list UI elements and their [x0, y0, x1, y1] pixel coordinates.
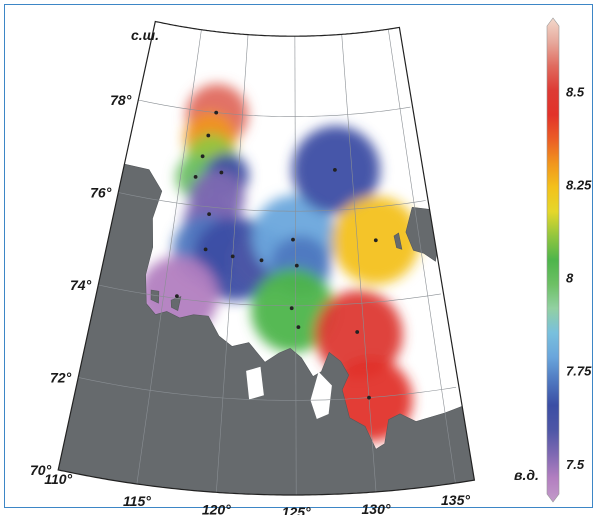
lat-axis-title: с.ш. [131, 27, 159, 43]
colorbar-labels: 8.5 8.25 8 7.75 7.5 [566, 85, 592, 472]
meridian-line [388, 29, 456, 484]
parallel-line [78, 377, 457, 401]
station-point [373, 238, 378, 243]
land-polygon [150, 289, 160, 304]
lon-tick-label: 135° [441, 492, 470, 508]
station-point [294, 263, 299, 268]
map-border [57, 20, 476, 496]
lon-tick-label: 130° [362, 501, 391, 515]
lat-tick-label: 72° [50, 369, 72, 385]
station-point [206, 133, 211, 138]
lon-tick-label: 115° [123, 493, 151, 509]
inland-water [246, 366, 264, 400]
station-point [333, 168, 337, 172]
station-point [367, 395, 371, 400]
station-point [200, 154, 205, 159]
station-point [203, 247, 208, 252]
lat-tick-label: 78° [110, 92, 132, 108]
colorbar-tick-label: 8 [566, 271, 574, 286]
lon-tick-label: 125° [282, 504, 311, 515]
station-point [207, 212, 212, 217]
stations [175, 110, 378, 400]
station-point [214, 110, 219, 115]
lat-tick-label: 70° [30, 462, 52, 478]
lat-tick-label: 74° [70, 277, 92, 293]
station-point [219, 170, 224, 175]
land-masses [58, 153, 475, 495]
parallel-line [138, 99, 411, 117]
station-point [355, 330, 360, 334]
colorbar-tick-label: 7.5 [566, 457, 585, 472]
lon-tick-label: 120° [202, 501, 231, 515]
colorbar-tick-label: 8.5 [566, 85, 585, 100]
colorbar-tick-label: 8.25 [566, 178, 592, 193]
meridian-line [216, 34, 249, 493]
inland-water [310, 371, 332, 419]
station-point [193, 175, 198, 179]
graticule [78, 29, 457, 495]
lat-tick-label: 76° [90, 185, 112, 201]
station-point [296, 325, 301, 329]
lon-axis-title: в.д. [514, 467, 539, 483]
meridian-line [136, 29, 202, 485]
field-blob [314, 290, 403, 379]
axis-labels: 78° 76° 74° 72° 70°110° 115° 120° 125° 130° 135° [30, 92, 470, 515]
station-point [259, 258, 264, 263]
colorbar-tick-label: 7.75 [566, 364, 592, 379]
lon-tick-label: 110° [44, 471, 72, 487]
station-point [289, 306, 294, 311]
meridian-line [341, 34, 377, 492]
field-blob [251, 268, 335, 353]
colorbar-bar [546, 17, 560, 503]
land-polygon [393, 232, 403, 250]
station-point [291, 237, 295, 242]
parallel-line [98, 284, 441, 307]
station-point [175, 294, 179, 298]
parallel-line [118, 192, 426, 212]
map-frame [4, 4, 593, 508]
station-point [230, 254, 235, 259]
colorbar: 8.5 8.25 8 7.75 7.5 [546, 17, 592, 503]
land-polygon [468, 301, 475, 338]
